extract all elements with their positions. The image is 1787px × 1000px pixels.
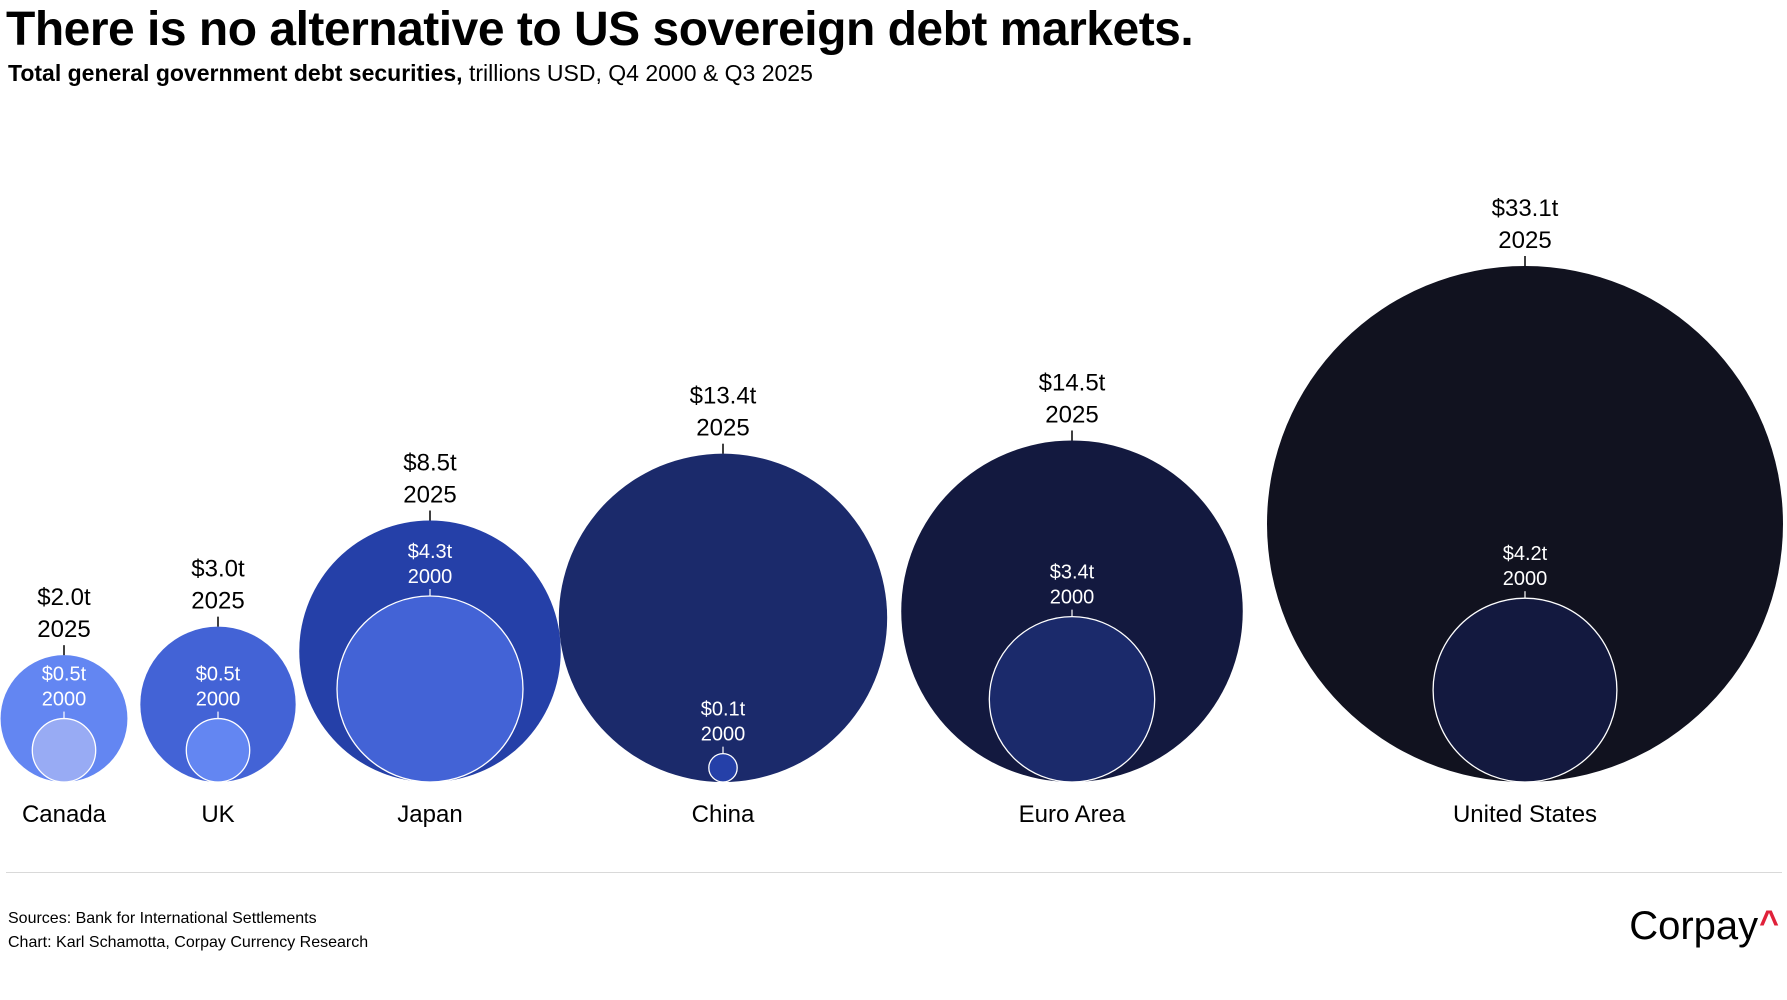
- year-label-2025-uk: 2025: [191, 588, 244, 615]
- value-label-2000-canada: $0.5t: [42, 664, 87, 686]
- bubble-2025-united-states: [1267, 266, 1783, 782]
- value-label-2025-canada: $2.0t: [37, 584, 91, 611]
- value-label-2025-euro-area: $14.5t: [1039, 369, 1106, 396]
- year-label-2025-united-states: 2025: [1498, 227, 1551, 254]
- chart-title: There is no alternative to US sovereign …: [6, 3, 1194, 56]
- year-label-2000-china: 2000: [701, 724, 746, 746]
- year-label-2000-japan: 2000: [408, 566, 453, 588]
- value-label-2025-uk: $3.0t: [191, 556, 245, 583]
- category-label-euro-area: Euro Area: [1019, 801, 1126, 828]
- category-label-united-states: United States: [1453, 801, 1597, 828]
- value-label-2000-china: $0.1t: [701, 699, 746, 721]
- category-label-canada: Canada: [22, 801, 107, 828]
- year-label-2025-china: 2025: [696, 415, 749, 442]
- credit-note: Chart: Karl Schamotta, Corpay Currency R…: [8, 934, 369, 951]
- value-label-2000-uk: $0.5t: [196, 664, 241, 686]
- logo-wordmark: Corpay: [1629, 904, 1759, 948]
- bubble-2000-canada: [31, 717, 97, 783]
- corpay-logo: Corpay^: [1629, 904, 1779, 949]
- value-label-2025-united-states: $33.1t: [1492, 195, 1559, 222]
- year-label-2025-euro-area: 2025: [1045, 401, 1098, 428]
- bubble-2000-china: [708, 752, 738, 783]
- chart-subtitle: Total general government debt securities…: [8, 60, 813, 87]
- year-label-2025-japan: 2025: [403, 482, 456, 509]
- bubble-chart: 2025 $2.0t 2000 $0.5t Canada 2025 $3.0t 2000 $0.…: [0, 195, 1783, 828]
- category-label-japan: Japan: [397, 801, 462, 828]
- value-label-2025-japan: $8.5t: [403, 450, 457, 477]
- year-label-2000-uk: 2000: [196, 689, 241, 711]
- year-label-2000-united-states: 2000: [1503, 568, 1548, 590]
- subtitle-measure: Total general government debt securities…: [8, 60, 463, 86]
- value-label-2000-united-states: $4.2t: [1503, 543, 1548, 565]
- source-note: Sources: Bank for International Settleme…: [8, 910, 317, 927]
- logo-caret-icon: ^: [1759, 904, 1779, 942]
- bubble-2000-uk: [185, 717, 251, 783]
- bubble-2025-uk: [140, 626, 296, 783]
- value-label-2000-japan: $4.3t: [408, 541, 453, 563]
- bubble-2000-japan: [336, 595, 524, 783]
- category-label-china: China: [692, 801, 755, 828]
- subtitle-units: trillions USD, Q4 2000 & Q3 2025: [462, 60, 813, 86]
- bubble-2000-united-states: [1432, 597, 1618, 783]
- year-label-2000-euro-area: 2000: [1050, 587, 1095, 609]
- footer-divider: [6, 872, 1782, 873]
- value-label-2000-euro-area: $3.4t: [1050, 562, 1095, 584]
- value-label-2025-china: $13.4t: [690, 383, 757, 410]
- year-label-2000-canada: 2000: [42, 689, 87, 711]
- year-label-2025-canada: 2025: [37, 616, 90, 643]
- category-label-uk: UK: [201, 801, 234, 828]
- bubble-2025-china: [558, 453, 888, 782]
- bubble-2000-euro-area: [988, 615, 1156, 783]
